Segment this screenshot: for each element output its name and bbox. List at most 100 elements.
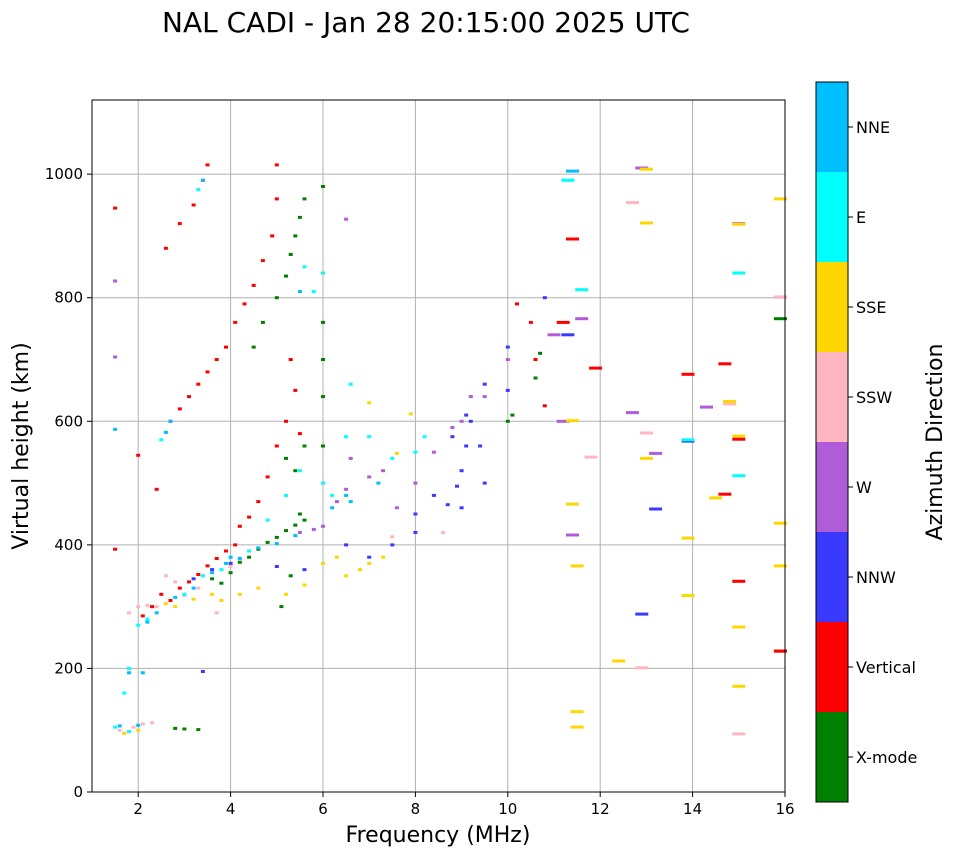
data-point — [127, 666, 131, 670]
data-point — [214, 358, 219, 361]
colorbar-segment — [816, 352, 848, 442]
data-point — [228, 571, 233, 575]
data-point — [649, 451, 663, 455]
data-point — [288, 574, 293, 578]
plot-frame — [91, 99, 786, 793]
data-point — [367, 435, 372, 439]
data-point — [445, 503, 450, 507]
data-point — [390, 535, 395, 539]
data-point — [284, 274, 288, 278]
data-point — [321, 395, 325, 399]
data-point — [566, 169, 579, 173]
data-point — [224, 561, 228, 565]
data-point — [575, 317, 589, 321]
data-point — [700, 405, 713, 409]
data-point — [274, 542, 279, 546]
data-point — [247, 515, 252, 519]
data-point — [284, 493, 288, 497]
data-point — [732, 579, 746, 583]
data-point — [284, 529, 288, 533]
data-point — [187, 395, 191, 399]
data-point — [251, 283, 256, 287]
data-point — [214, 557, 219, 560]
data-point — [542, 404, 547, 408]
data-point — [732, 684, 746, 688]
data-point — [293, 523, 298, 527]
data-point — [293, 234, 298, 238]
data-point — [224, 549, 228, 553]
data-point — [732, 271, 746, 275]
data-point — [639, 431, 653, 435]
data-point — [274, 444, 279, 448]
data-point — [681, 594, 695, 597]
series-nnw — [191, 296, 695, 673]
data-point — [681, 438, 695, 442]
data-point — [635, 612, 649, 616]
data-point — [732, 434, 746, 438]
data-point — [163, 430, 168, 434]
y-tick-label: 1000 — [45, 165, 83, 183]
data-point — [468, 395, 473, 399]
data-point — [321, 481, 325, 485]
data-point — [122, 731, 127, 735]
data-point — [196, 728, 201, 732]
data-point — [773, 649, 787, 653]
data-point — [177, 407, 182, 411]
colorbar-title: Azimuth Direction — [923, 343, 948, 540]
data-point — [649, 507, 663, 511]
data-point — [163, 574, 168, 578]
colorbar-label: SSW — [856, 388, 892, 407]
data-point — [709, 496, 723, 500]
data-point — [136, 453, 141, 457]
data-point — [510, 413, 515, 417]
data-point — [191, 597, 196, 601]
data-point — [344, 435, 349, 439]
data-point — [274, 535, 279, 539]
y-tick-label: 600 — [54, 412, 83, 430]
data-point — [348, 382, 353, 386]
x-axis-ticks: 2 4 6 8 10 12 14 16 — [133, 792, 795, 818]
data-point — [505, 419, 510, 423]
data-point — [344, 493, 349, 497]
data-point — [330, 506, 335, 510]
data-point — [210, 577, 215, 581]
data-point — [302, 518, 307, 522]
data-point — [136, 723, 141, 727]
data-point — [260, 320, 265, 324]
data-point — [127, 671, 131, 675]
data-point — [723, 400, 737, 403]
data-point — [154, 605, 159, 609]
data-point — [297, 531, 302, 534]
data-point — [177, 586, 182, 590]
data-point — [358, 568, 362, 572]
data-point — [431, 493, 436, 497]
data-point — [187, 580, 191, 584]
data-point — [228, 565, 233, 568]
data-point — [681, 372, 695, 376]
data-point — [265, 518, 270, 522]
data-point — [367, 475, 372, 479]
data-point — [566, 237, 579, 241]
data-point — [140, 722, 145, 726]
data-point — [302, 197, 307, 201]
data-point — [459, 469, 464, 473]
data-point — [566, 502, 579, 506]
data-point — [584, 455, 598, 459]
data-point — [260, 259, 265, 263]
data-point — [413, 450, 418, 454]
data-point — [459, 506, 464, 510]
data-point — [718, 492, 732, 496]
data-point — [247, 555, 252, 559]
colorbar-label: SSE — [856, 298, 886, 317]
data-point — [247, 549, 252, 553]
data-point — [168, 419, 173, 423]
data-point — [131, 725, 136, 729]
data-point — [773, 295, 787, 299]
data-point — [297, 290, 302, 293]
data-point — [228, 561, 233, 565]
data-point — [113, 725, 118, 729]
data-point — [214, 611, 219, 615]
x-tick-label: 6 — [318, 800, 328, 818]
data-point — [478, 444, 483, 448]
data-point — [173, 595, 178, 599]
